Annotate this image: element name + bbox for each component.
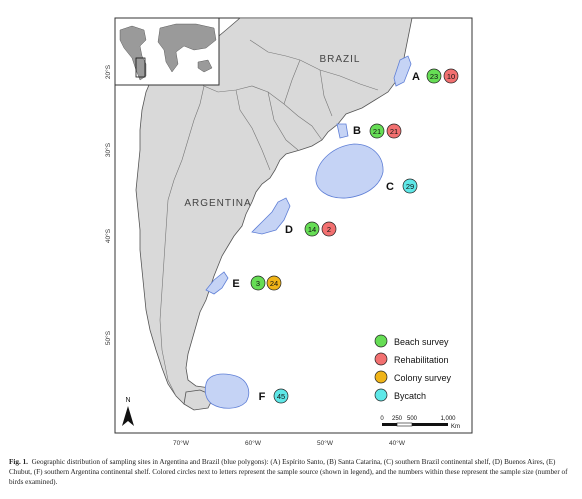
site-b-counts: 21 21	[369, 123, 402, 139]
north-arrow-icon	[122, 406, 134, 426]
count-circle-rehab	[321, 221, 337, 237]
count-value: 45	[277, 392, 285, 401]
lat-label-50s: 50°S	[104, 330, 112, 345]
scale-segment	[396, 422, 413, 427]
lat-label-20s: 20°S	[104, 64, 112, 79]
site-letter-d: D	[285, 224, 293, 236]
count-value: 2	[327, 225, 331, 234]
country-label-argentina: ARGENTINA	[184, 198, 251, 209]
site-letter-c: C	[386, 181, 394, 193]
site-letter-f: F	[259, 391, 266, 403]
lat-label-40s: 40°S	[104, 228, 112, 243]
world-inset	[114, 17, 220, 86]
count-value: 23	[430, 72, 438, 81]
lat-label-30s: 30°S	[104, 142, 112, 157]
inset-extent-box	[135, 57, 146, 78]
legend-label-colony: Colony survey	[394, 373, 452, 383]
scale-tick: 250	[392, 416, 403, 422]
site-polygon-c	[315, 143, 384, 199]
figure-number: Fig. 1.	[9, 458, 28, 466]
count-value: 10	[447, 72, 455, 81]
count-circle-rehab	[443, 68, 459, 84]
count-circle-bycatch	[402, 178, 418, 194]
site-polygon-a	[393, 55, 412, 87]
site-a-counts: 23 10	[426, 68, 459, 84]
lon-label-60w: 60°W	[245, 439, 262, 447]
site-letter-a: A	[412, 71, 420, 83]
site-letter-b: B	[353, 125, 361, 137]
lon-label-70w: 70°W	[173, 439, 190, 447]
site-polygon-f	[204, 373, 250, 409]
count-circle-colony	[266, 275, 282, 291]
count-value: 14	[308, 225, 316, 234]
site-polygon-e	[205, 271, 229, 295]
count-value: 21	[390, 127, 398, 136]
north-label: N	[125, 397, 130, 404]
site-d-counts: 14 2	[304, 221, 337, 237]
figure-caption: Fig. 1. Geographic distribution of sampl…	[9, 457, 574, 487]
site-polygon-d	[251, 197, 291, 235]
caption-text: Geographic distribution of sampling site…	[9, 458, 568, 486]
legend: Beach survey Rehabilitation Colony surve…	[374, 334, 452, 402]
site-f-counts: 45	[273, 388, 289, 404]
scale-segment	[382, 423, 397, 426]
legend-swatch-beach	[374, 334, 388, 348]
site-polygon-b	[336, 123, 349, 139]
site-letter-e: E	[232, 278, 239, 290]
north-arrow: N	[122, 397, 134, 426]
legend-label-rehab: Rehabilitation	[394, 355, 449, 365]
count-value: 24	[270, 279, 278, 288]
count-circle-beach	[426, 68, 442, 84]
legend-swatch-rehab	[374, 352, 388, 366]
count-circle-beach	[369, 123, 385, 139]
legend-label-beach: Beach survey	[394, 337, 449, 347]
legend-label-bycatch: Bycatch	[394, 391, 426, 401]
count-circle-rehab	[386, 123, 402, 139]
scale-unit: Km	[451, 424, 460, 430]
legend-swatch-colony	[374, 370, 388, 384]
sampling-polygons	[204, 55, 412, 409]
site-e-counts: 3 24	[250, 275, 282, 291]
scale-bar: 0 250 500 1,000 Km	[380, 416, 460, 430]
lon-label-50w: 50°W	[317, 439, 334, 447]
lon-label-40w: 40°W	[389, 439, 406, 447]
count-value: 21	[373, 127, 381, 136]
legend-swatch-bycatch	[374, 388, 388, 402]
site-c-counts: 29	[402, 178, 418, 194]
scale-tick: 1,000	[440, 416, 456, 422]
scale-tick: 0	[380, 416, 384, 422]
count-circle-beach	[250, 275, 266, 291]
map-figure: BRAZIL ARGENTINA 20°S 30°S 40°S 50°S 70°…	[104, 17, 473, 447]
country-label-brazil: BRAZIL	[319, 54, 360, 65]
scale-tick: 500	[407, 416, 418, 422]
count-value: 29	[406, 182, 414, 191]
count-circle-beach	[304, 221, 320, 237]
count-value: 3	[256, 279, 260, 288]
scale-segment	[412, 423, 448, 426]
count-circle-bycatch	[273, 388, 289, 404]
